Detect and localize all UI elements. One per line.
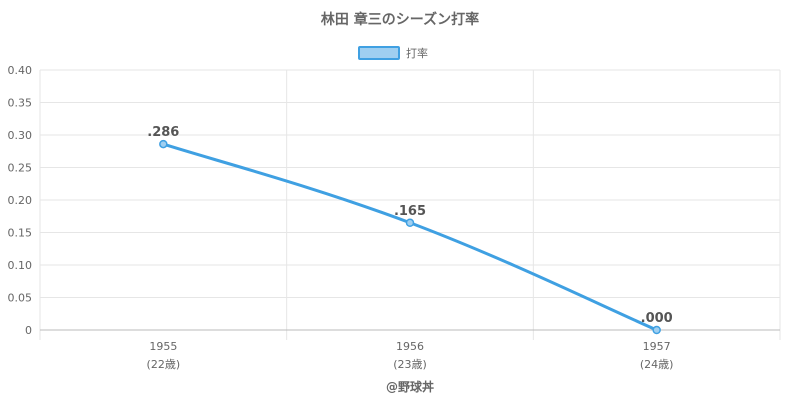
x-tick-sublabel: (22歳) bbox=[147, 358, 181, 371]
x-tick-label: 1955 bbox=[149, 340, 177, 353]
y-tick-label: 0 bbox=[25, 324, 32, 337]
data-point[interactable] bbox=[159, 139, 168, 149]
y-tick-label: 0.35 bbox=[8, 97, 33, 110]
data-label: .000 bbox=[641, 311, 673, 326]
legend-swatch bbox=[358, 46, 400, 60]
y-axis: 0 0.05 0.10 0.15 0.20 0.25 0.30 0.35 0.40 bbox=[8, 64, 33, 337]
series-batting-average bbox=[159, 139, 661, 335]
x-axis: 1955 (22歳) 1956 (23歳) 1957 (24歳) bbox=[147, 340, 674, 371]
data-label: .165 bbox=[394, 204, 426, 219]
x-tick-label: 1957 bbox=[643, 340, 671, 353]
footer-credit: @野球丼 bbox=[386, 379, 434, 394]
legend-label: 打率 bbox=[406, 46, 428, 60]
chart-title: 林田 章三のシーズン打率 bbox=[321, 11, 479, 28]
data-labels: .286 .165 .000 bbox=[147, 125, 672, 326]
legend[interactable]: 打率 bbox=[358, 46, 428, 60]
y-tick-label: 0.15 bbox=[8, 227, 33, 240]
y-tick-label: 0.05 bbox=[8, 292, 33, 305]
x-tick-sublabel: (24歳) bbox=[640, 358, 674, 371]
y-tick-label: 0.40 bbox=[8, 64, 33, 77]
x-tick-label: 1956 bbox=[396, 340, 424, 353]
data-label: .286 bbox=[147, 125, 179, 140]
data-point[interactable] bbox=[405, 218, 415, 227]
x-tick-sublabel: (23歳) bbox=[393, 358, 427, 371]
y-tick-label: 0.25 bbox=[8, 162, 33, 175]
data-point[interactable] bbox=[652, 325, 661, 335]
series-line bbox=[162, 142, 658, 332]
y-tick-label: 0.10 bbox=[8, 259, 33, 272]
y-tick-label: 0.20 bbox=[8, 194, 33, 207]
y-tick-label: 0.30 bbox=[8, 129, 33, 142]
